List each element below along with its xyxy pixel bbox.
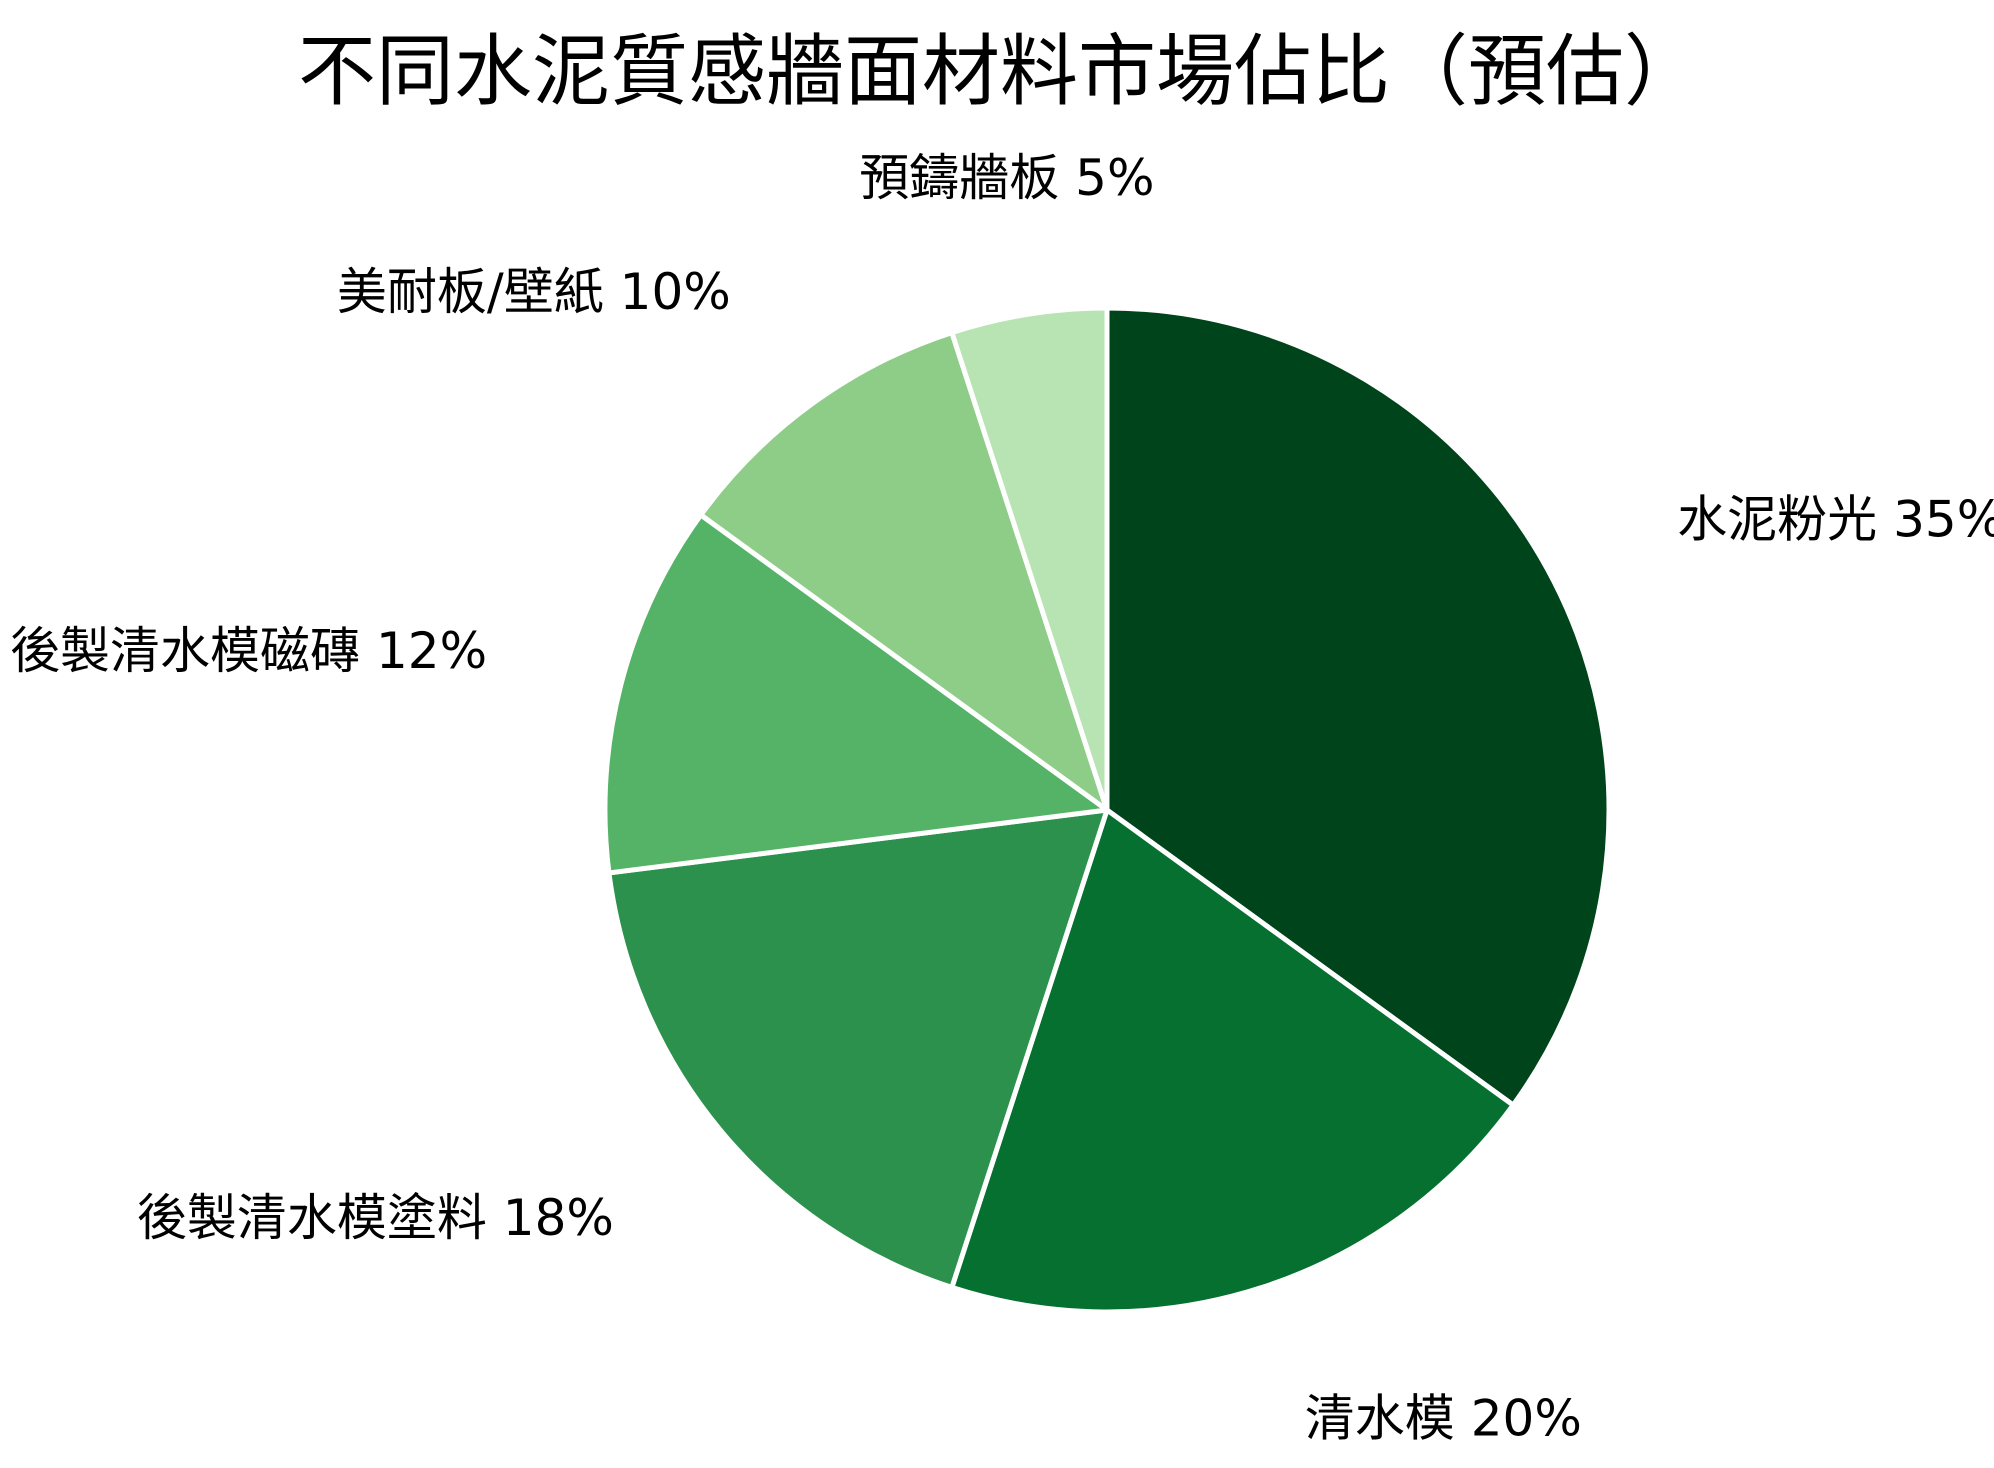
slice-label: 水泥粉光 35% bbox=[1677, 490, 1994, 548]
labels-group: 水泥粉光 35% 清水模 20% 後製清水模塗料 18% 後製清水模磁磚 12% 美耐板… bbox=[10, 149, 1994, 1448]
pie-slice bbox=[602, 512, 1110, 876]
slice-label: 後製清水模塗料 18% bbox=[137, 1189, 614, 1247]
slice-label: 預鑄牆板 5% bbox=[859, 149, 1154, 207]
slice-label: 清水模 20% bbox=[1305, 1390, 1582, 1448]
slices-group bbox=[602, 305, 1612, 1315]
chart-title: 不同水泥質感牆面材料市場佔比（預估） bbox=[298, 27, 1702, 117]
slice-label: 美耐板/壁紙 10% bbox=[337, 263, 731, 321]
pie-slice bbox=[1104, 305, 1612, 1108]
pie-slice bbox=[698, 330, 1110, 813]
pie-slice bbox=[606, 807, 1110, 1290]
slice-label: 後製清水模磁磚 12% bbox=[10, 622, 487, 680]
pie-slice bbox=[949, 807, 1516, 1315]
pie-slice bbox=[949, 305, 1110, 813]
